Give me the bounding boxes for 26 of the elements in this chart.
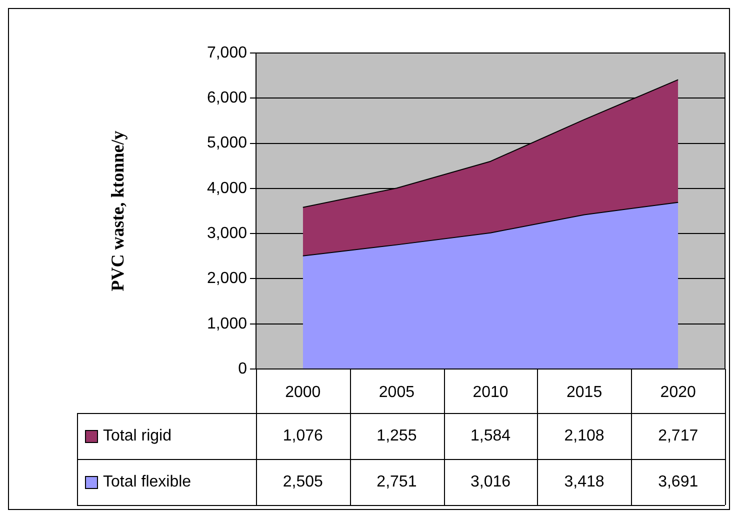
y-tick-label: 4,000	[206, 180, 248, 197]
x-tick-label: 2020	[660, 384, 696, 402]
data-label: 3,691	[658, 473, 698, 490]
y-tick-label: 6,000	[206, 90, 248, 107]
y-tick-label: 0	[238, 360, 248, 378]
y-axis-title: PVC waste, ktonne/y	[107, 130, 128, 292]
y-tick-label: 5,000	[206, 134, 248, 152]
legend-label: Total rigid	[103, 427, 172, 444]
y-tick-label: 3,000	[206, 224, 248, 242]
x-tick-label: 2015	[566, 384, 602, 402]
data-label: 1,255	[376, 427, 417, 444]
data-label: 2,505	[282, 473, 324, 490]
data-label: 2,717	[658, 427, 698, 444]
y-tick-label: 7,000	[206, 44, 248, 62]
x-tick-label: 2005	[378, 384, 415, 402]
data-label: 1,076	[282, 427, 324, 444]
legend-label: Total flexible	[103, 473, 192, 490]
x-tick-label: 2000	[285, 384, 321, 402]
x-tick-label: 2010	[472, 384, 508, 402]
data-label: 2,108	[564, 427, 604, 444]
y-tick-label: 2,000	[206, 270, 248, 288]
data-label: 1,584	[470, 427, 511, 444]
data-label: 3,016	[470, 473, 511, 490]
data-label: 2,751	[376, 473, 417, 490]
y-tick-label: 1,000	[206, 315, 248, 332]
data-label: 3,418	[564, 473, 604, 490]
